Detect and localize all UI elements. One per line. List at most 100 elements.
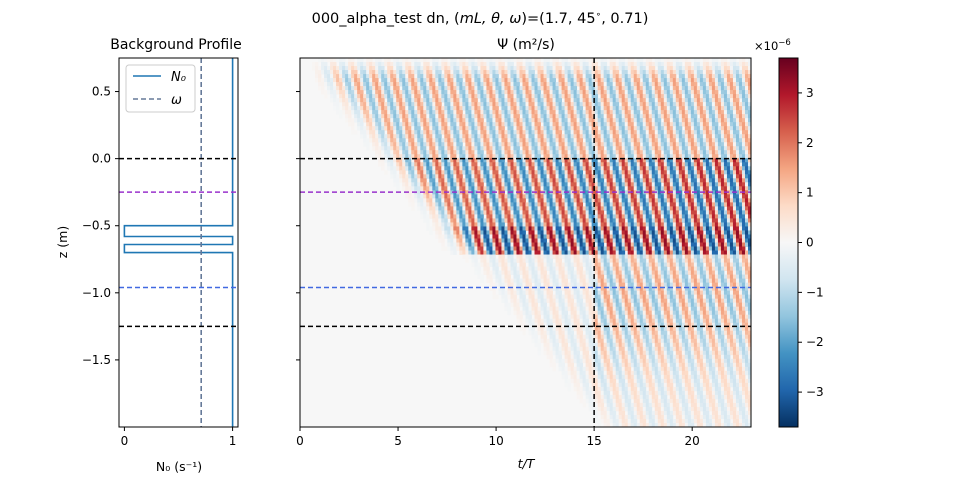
heatmap-cell <box>660 202 665 207</box>
heatmap-cell <box>645 170 650 175</box>
heatmap-cell <box>651 86 656 91</box>
heatmap-cell <box>552 70 556 75</box>
heatmap-cell <box>540 150 544 155</box>
heatmap-cell <box>516 170 520 175</box>
heatmap-cell <box>642 158 647 163</box>
heatmap-cell <box>741 178 746 183</box>
heatmap-cell <box>561 198 565 203</box>
heatmap-cell <box>609 146 614 151</box>
heatmap-cell <box>477 126 481 131</box>
heatmap-cell <box>480 134 484 139</box>
heatmap-cell <box>516 166 520 171</box>
heatmap-cell <box>606 202 611 207</box>
heatmap-cell <box>552 162 556 167</box>
heatmap-cell <box>507 158 511 163</box>
heatmap-cell <box>360 110 364 115</box>
heatmap-cell <box>486 134 490 139</box>
heatmap-cell <box>666 178 671 183</box>
heatmap-cell <box>543 166 547 171</box>
heatmap-cell <box>492 194 496 199</box>
heatmap-cell <box>537 90 541 95</box>
heatmap-cell <box>660 198 665 203</box>
heatmap-cell <box>684 126 689 131</box>
heatmap-cell <box>477 94 481 99</box>
heatmap-cell <box>516 186 520 191</box>
heatmap-cell <box>678 122 683 127</box>
heatmap-cell <box>372 122 376 127</box>
heatmap-cell <box>522 70 526 75</box>
heatmap-cell <box>450 86 454 91</box>
heatmap-cell <box>534 102 538 107</box>
heatmap-cell <box>519 194 523 199</box>
heatmap-cell <box>339 66 343 71</box>
heatmap-cell <box>657 142 662 147</box>
heatmap-cell <box>423 210 427 215</box>
heatmap-cell <box>459 154 463 159</box>
heatmap-cell <box>492 154 496 159</box>
heatmap-cell <box>465 90 469 95</box>
heatmap-cell <box>747 82 751 87</box>
heatmap-cell <box>375 62 379 67</box>
heatmap-cell <box>342 78 346 83</box>
heatmap-cell <box>672 74 677 79</box>
heatmap-cell <box>420 82 424 87</box>
heatmap-cell <box>417 118 421 123</box>
heatmap-cell <box>435 142 439 147</box>
heatmap-cell <box>582 162 587 167</box>
heatmap-cell <box>633 110 638 115</box>
heatmap-cell <box>483 126 487 131</box>
heatmap-cell <box>360 74 364 79</box>
heatmap-cell <box>462 70 466 75</box>
heatmap-cell <box>456 162 460 167</box>
heatmap-cell <box>393 162 397 167</box>
heatmap-cell <box>711 102 716 107</box>
heatmap-cell <box>387 110 391 115</box>
heatmap-cell <box>468 58 472 63</box>
heatmap-cell <box>459 178 463 183</box>
heatmap-cell <box>654 86 659 91</box>
heatmap-cell <box>558 130 562 135</box>
heatmap-cell <box>618 174 623 179</box>
legend: N₀ ω <box>125 64 196 113</box>
heatmap-cell <box>579 114 584 119</box>
heatmap-cell <box>705 58 710 63</box>
heatmap-cell <box>321 82 325 87</box>
heatmap-cell <box>702 86 707 91</box>
heatmap-cell <box>537 194 541 199</box>
heatmap-cell <box>468 102 472 107</box>
heatmap-cell <box>615 130 620 135</box>
heatmap-cell <box>444 174 448 179</box>
heatmap-cell <box>576 106 581 111</box>
heatmap-cell <box>729 58 734 63</box>
heatmap-cell <box>594 110 599 115</box>
heatmap-cell <box>621 162 626 167</box>
heatmap-cell <box>522 150 526 155</box>
heatmap-cell <box>696 62 701 67</box>
heatmap-cell <box>447 174 451 179</box>
heatmap-cell <box>597 70 602 75</box>
heatmap-cell <box>552 130 556 135</box>
heatmap-cell <box>555 82 559 87</box>
heatmap-cell <box>564 90 568 95</box>
heatmap-cell <box>516 202 520 207</box>
heatmap-cell <box>645 110 650 115</box>
heatmap-cell <box>465 94 469 99</box>
heatmap-cell <box>498 78 502 83</box>
heatmap-cell <box>441 182 445 187</box>
heatmap-cell <box>513 210 517 215</box>
heatmap-cell <box>450 66 454 71</box>
heatmap-cell <box>324 90 328 95</box>
heatmap-cell <box>702 210 707 215</box>
heatmap-cell <box>399 138 403 143</box>
heatmap-cell <box>501 110 505 115</box>
heatmap-cell <box>477 210 481 215</box>
heatmap-cell <box>420 202 424 207</box>
heatmap-cell <box>717 94 722 99</box>
heatmap-cell <box>531 182 535 187</box>
heatmap-cell <box>744 182 749 187</box>
heatmap-cell <box>738 170 743 175</box>
heatmap-cell <box>621 202 626 207</box>
heatmap-cell <box>675 114 680 119</box>
heatmap-cell <box>417 110 421 115</box>
heatmap-cell <box>702 66 707 71</box>
